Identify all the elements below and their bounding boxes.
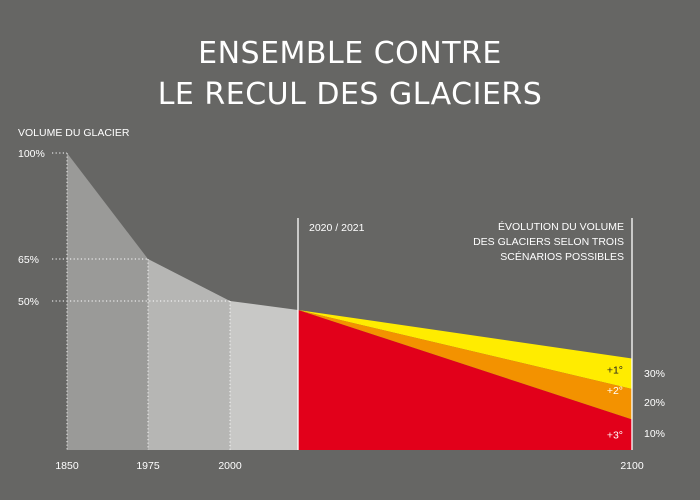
chart-title-line-2: LE RECUL DES GLACIERS — [158, 77, 543, 112]
scenario-note-line-3: SCÉNARIOS POSSIBLES — [500, 250, 624, 263]
chart-title-line-1: ENSEMBLE CONTRE — [198, 36, 502, 71]
x-tick-label: 2100 — [620, 460, 644, 472]
historical-segment — [67, 153, 148, 450]
marker-label: 2020 / 2021 — [309, 222, 365, 234]
scenario-band-3 — [298, 309, 632, 450]
historical-area — [67, 153, 298, 450]
historical-segment — [230, 301, 298, 450]
y-tick-label: 65% — [18, 254, 39, 266]
scenario-note-line-1: ÉVOLUTION DU VOLUME — [498, 220, 624, 233]
scenario-areas — [298, 309, 632, 450]
y-axis-label: VOLUME DU GLACIER — [18, 127, 130, 139]
y-tick-label: 100% — [18, 148, 45, 160]
scenario-value-label: 20% — [644, 397, 665, 409]
scenario-label: +2° — [607, 385, 623, 397]
x-tick-label: 1850 — [55, 460, 79, 472]
scenario-value-label: 30% — [644, 368, 665, 380]
scenario-value-label: 10% — [644, 428, 665, 440]
labels: 100% 65% 50% 1850 1975 2000 2100 2020 / 2021 +1°… — [18, 148, 665, 472]
guide-lines — [52, 152, 633, 450]
x-tick-label: 2000 — [218, 460, 242, 472]
x-tick-label: 1975 — [136, 460, 160, 472]
scenario-label: +1° — [607, 365, 623, 377]
scenario-label: +3° — [607, 430, 623, 442]
scenario-note-line-2: DES GLACIERS SELON TROIS — [473, 236, 624, 248]
y-tick-label: 50% — [18, 296, 39, 308]
historical-segment — [148, 259, 230, 450]
